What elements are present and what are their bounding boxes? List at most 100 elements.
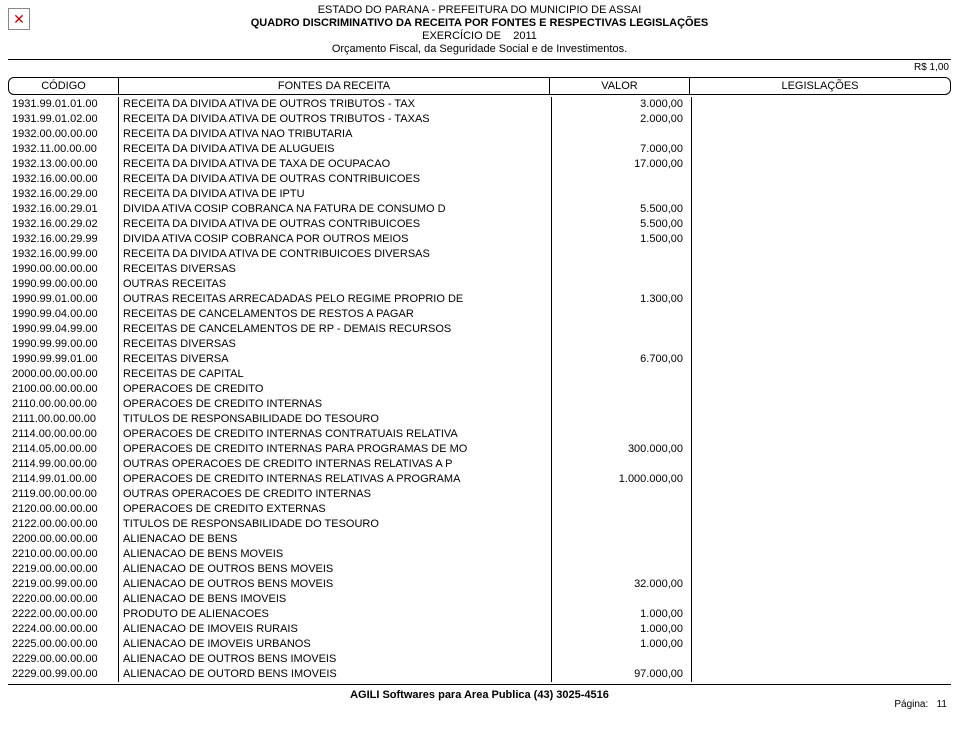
cell-codigo: 1990.99.99.00.00 <box>8 337 118 352</box>
cell-codigo: 2114.05.00.00.00 <box>8 442 118 457</box>
cell-fonte: OUTRAS OPERACOES DE CREDITO INTERNAS REL… <box>118 457 551 472</box>
cell-fonte: PRODUTO DE ALIENACOES <box>118 607 551 622</box>
cell-fonte: RECEITA DA DIVIDA ATIVA DE OUTROS TRIBUT… <box>118 97 551 112</box>
header-entity: ESTADO DO PARANA - PREFEITURA DO MUNICIP… <box>0 4 959 16</box>
cell-valor <box>551 547 691 562</box>
cell-codigo: 1932.11.00.00.00 <box>8 142 118 157</box>
cell-codigo: 2114.99.01.00.00 <box>8 472 118 487</box>
cell-valor: 1.500,00 <box>551 232 691 247</box>
cell-legislacoes <box>691 652 951 667</box>
cell-valor <box>551 457 691 472</box>
cell-legislacoes <box>691 307 951 322</box>
cell-fonte: OUTRAS RECEITAS ARRECADADAS PELO REGIME … <box>118 292 551 307</box>
footer-page-label: Página: <box>894 699 928 710</box>
table-row: 2114.00.00.00.00OPERACOES DE CREDITO INT… <box>8 427 951 442</box>
cell-codigo: 2120.00.00.00.00 <box>8 502 118 517</box>
cell-codigo: 2229.00.99.00.00 <box>8 667 118 682</box>
cell-valor <box>551 172 691 187</box>
table-container: CÓDIGO FONTES DA RECEITA VALOR LEGISLAÇÕ… <box>0 77 959 682</box>
cell-valor <box>551 562 691 577</box>
table-row: 1990.99.99.00.00RECEITAS DIVERSAS <box>8 337 951 352</box>
cell-fonte: DIVIDA ATIVA COSIP COBRANCA POR OUTROS M… <box>118 232 551 247</box>
cell-valor: 1.000,00 <box>551 607 691 622</box>
cell-fonte: RECEITA DA DIVIDA ATIVA DE TAXA DE OCUPA… <box>118 157 551 172</box>
cell-codigo: 2219.00.00.00.00 <box>8 562 118 577</box>
cell-codigo: 2114.99.00.00.00 <box>8 457 118 472</box>
cell-codigo: 1990.99.01.00.00 <box>8 292 118 307</box>
cell-codigo: 2220.00.00.00.00 <box>8 592 118 607</box>
cell-valor: 97.000,00 <box>551 667 691 682</box>
table-row: 2110.00.00.00.00OPERACOES DE CREDITO INT… <box>8 397 951 412</box>
currency-unit-label: R$ 1,00 <box>0 60 959 73</box>
header-exercise: EXERCÍCIO DE 2011 <box>0 30 959 42</box>
cell-fonte: RECEITA DA DIVIDA ATIVA DE OUTROS TRIBUT… <box>118 112 551 127</box>
table-row: 1931.99.01.02.00RECEITA DA DIVIDA ATIVA … <box>8 112 951 127</box>
cell-legislacoes <box>691 412 951 427</box>
cell-legislacoes <box>691 547 951 562</box>
cell-legislacoes <box>691 592 951 607</box>
header-exercise-year: 2011 <box>513 30 537 42</box>
table-row: 1931.99.01.01.00RECEITA DA DIVIDA ATIVA … <box>8 97 951 112</box>
cell-legislacoes <box>691 472 951 487</box>
cell-fonte: ALIENACAO DE BENS MOVEIS <box>118 547 551 562</box>
cell-fonte: RECEITA DA DIVIDA ATIVA DE ALUGUEIS <box>118 142 551 157</box>
cell-legislacoes <box>691 172 951 187</box>
cell-legislacoes <box>691 607 951 622</box>
cell-legislacoes <box>691 427 951 442</box>
table-row: 2219.00.99.00.00ALIENACAO DE OUTROS BENS… <box>8 577 951 592</box>
cell-valor <box>551 247 691 262</box>
cell-fonte: RECEITA DA DIVIDA ATIVA DE CONTRIBUICOES… <box>118 247 551 262</box>
cell-fonte: OUTRAS RECEITAS <box>118 277 551 292</box>
cell-legislacoes <box>691 277 951 292</box>
cell-fonte: ALIENACAO DE OUTROS BENS IMOVEIS <box>118 652 551 667</box>
cell-fonte: DIVIDA ATIVA COSIP COBRANCA NA FATURA DE… <box>118 202 551 217</box>
cell-codigo: 2119.00.00.00.00 <box>8 487 118 502</box>
cell-legislacoes <box>691 367 951 382</box>
cell-fonte: TITULOS DE RESPONSABILIDADE DO TESOURO <box>118 517 551 532</box>
table-row: 2229.00.99.00.00ALIENACAO DE OUTORD BENS… <box>8 667 951 682</box>
cell-fonte: ALIENACAO DE BENS <box>118 532 551 547</box>
cell-valor <box>551 517 691 532</box>
cell-legislacoes <box>691 622 951 637</box>
footer-page-number: 11 <box>937 699 947 710</box>
cell-valor <box>551 262 691 277</box>
cell-fonte: RECEITAS DIVERSA <box>118 352 551 367</box>
cell-fonte: ALIENACAO DE IMOVEIS URBANOS <box>118 637 551 652</box>
table-row: 2120.00.00.00.00OPERACOES DE CREDITO EXT… <box>8 502 951 517</box>
cell-codigo: 1932.16.00.29.01 <box>8 202 118 217</box>
cell-valor <box>551 187 691 202</box>
table-rows: 1931.99.01.01.00RECEITA DA DIVIDA ATIVA … <box>8 97 951 682</box>
table-row: 1990.99.04.00.00RECEITAS DE CANCELAMENTO… <box>8 307 951 322</box>
cell-codigo: 2210.00.00.00.00 <box>8 547 118 562</box>
cell-codigo: 1990.99.99.01.00 <box>8 352 118 367</box>
cell-legislacoes <box>691 577 951 592</box>
table-row: 2229.00.00.00.00ALIENACAO DE OUTROS BENS… <box>8 652 951 667</box>
cell-valor <box>551 367 691 382</box>
cell-fonte: RECEITAS DE CANCELAMENTOS DE RP - DEMAIS… <box>118 322 551 337</box>
cell-codigo: 1932.00.00.00.00 <box>8 127 118 142</box>
column-headers: CÓDIGO FONTES DA RECEITA VALOR LEGISLAÇÕ… <box>8 77 951 95</box>
table-row: 2122.00.00.00.00TITULOS DE RESPONSABILID… <box>8 517 951 532</box>
header-subtitle: Orçamento Fiscal, da Seguridade Social e… <box>0 43 959 55</box>
cell-legislacoes <box>691 502 951 517</box>
cell-valor <box>551 427 691 442</box>
cell-valor: 3.000,00 <box>551 97 691 112</box>
table-row: 2114.05.00.00.00OPERACOES DE CREDITO INT… <box>8 442 951 457</box>
cell-codigo: 1932.16.00.29.02 <box>8 217 118 232</box>
table-row: 2000.00.00.00.00RECEITAS DE CAPITAL <box>8 367 951 382</box>
table-row: 2219.00.00.00.00ALIENACAO DE OUTROS BENS… <box>8 562 951 577</box>
cell-codigo: 1990.99.00.00.00 <box>8 277 118 292</box>
cell-fonte: RECEITAS DE CAPITAL <box>118 367 551 382</box>
cell-legislacoes <box>691 292 951 307</box>
cell-codigo: 2110.00.00.00.00 <box>8 397 118 412</box>
cell-fonte: RECEITAS DIVERSAS <box>118 262 551 277</box>
cell-codigo: 2200.00.00.00.00 <box>8 532 118 547</box>
cell-valor <box>551 652 691 667</box>
cell-valor <box>551 397 691 412</box>
cell-codigo: 2229.00.00.00.00 <box>8 652 118 667</box>
footer-page: Página: 11 <box>894 699 947 710</box>
table-row: 1932.00.00.00.00RECEITA DA DIVIDA ATIVA … <box>8 127 951 142</box>
cell-fonte: RECEITA DA DIVIDA ATIVA DE OUTRAS CONTRI… <box>118 217 551 232</box>
cell-fonte: OPERACOES DE CREDITO EXTERNAS <box>118 502 551 517</box>
cell-legislacoes <box>691 217 951 232</box>
